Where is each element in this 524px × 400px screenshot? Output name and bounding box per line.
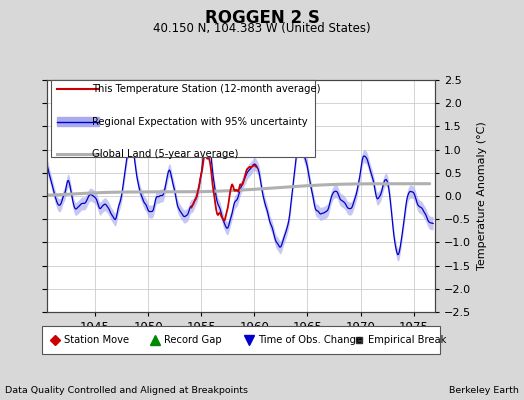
Text: Global Land (5-year average): Global Land (5-year average): [92, 149, 238, 159]
Text: Time of Obs. Change: Time of Obs. Change: [258, 335, 363, 345]
Text: 40.150 N, 104.383 W (United States): 40.150 N, 104.383 W (United States): [153, 22, 371, 35]
Text: Data Quality Controlled and Aligned at Breakpoints: Data Quality Controlled and Aligned at B…: [5, 386, 248, 395]
Y-axis label: Temperature Anomaly (°C): Temperature Anomaly (°C): [477, 122, 487, 270]
Text: Berkeley Earth: Berkeley Earth: [449, 386, 519, 395]
Text: Record Gap: Record Gap: [164, 335, 222, 345]
Text: Empirical Break: Empirical Break: [368, 335, 447, 345]
Text: Regional Expectation with 95% uncertainty: Regional Expectation with 95% uncertaint…: [92, 117, 308, 127]
Text: ROGGEN 2 S: ROGGEN 2 S: [204, 9, 320, 27]
Text: Station Move: Station Move: [64, 335, 129, 345]
Text: This Temperature Station (12-month average): This Temperature Station (12-month avera…: [92, 84, 320, 94]
